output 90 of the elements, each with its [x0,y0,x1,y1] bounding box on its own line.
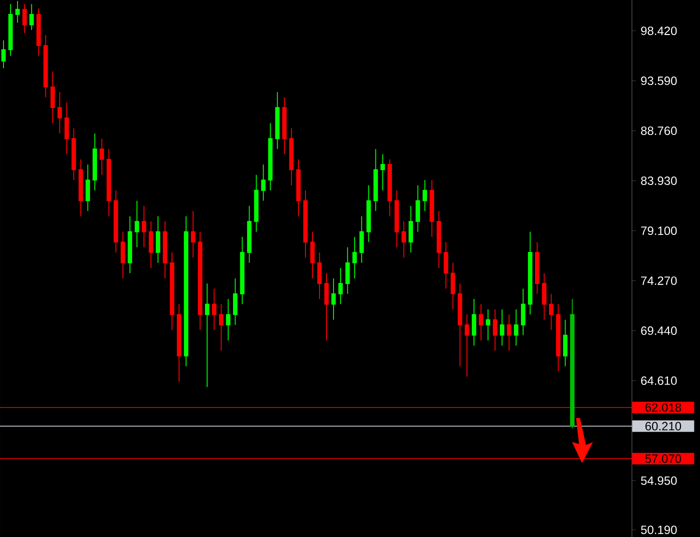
candlestick [317,252,322,300]
candlestick [486,308,490,341]
candlestick [450,262,456,310]
candlestick [134,200,140,248]
candlestick [289,128,294,186]
candlestick [506,314,512,352]
candlestick [100,138,104,176]
candlestick [50,70,55,124]
candlestick [570,298,575,429]
candlestick [72,128,76,180]
y-tick-label: 93.590 [641,76,677,86]
candlestick [373,148,378,212]
candlestick [57,92,62,134]
candlestick [43,34,48,98]
y-tick-label: 88.760 [641,126,677,136]
candlestick [563,319,568,367]
candlestick [542,272,546,320]
candlestick [556,304,560,372]
candlestick [422,180,428,212]
candlestick [15,0,20,24]
candlestick [247,205,252,264]
candlestick [359,216,364,264]
candlestick [296,158,301,217]
candlestick [261,164,266,202]
candlestick [212,288,216,330]
y-tick-label: 50.190 [641,526,677,534]
candlestick [303,190,308,258]
candlestick [352,236,357,279]
candlestick [142,205,146,248]
candlestick [514,308,518,346]
candlestick [64,102,69,155]
candlestick [114,190,118,253]
candlestick [275,92,280,150]
y-tick-label: 79.100 [641,226,677,235]
candlestick [436,210,442,268]
candlestick [394,190,399,248]
candlestick [198,231,202,330]
candlestick [184,216,188,367]
y-tick-label: 74.270 [641,276,677,285]
y-tick-label: 83.930 [641,176,677,185]
candlestick [106,148,112,217]
candlestick [324,272,329,341]
candlestick [204,283,210,388]
ref-line-label: 62.018 [645,403,682,412]
candlestick [464,314,470,378]
candlestick [176,304,182,382]
ref-line-label: 57.070 [645,454,682,463]
candlestick [444,242,448,290]
candlestick [492,308,498,352]
candlestick [520,288,526,336]
candlestick [408,205,414,253]
candlestick [29,4,34,30]
candlestick [478,304,484,341]
candlestick [268,122,273,191]
candlestick [78,158,83,217]
candlestick [190,210,196,258]
candlestick [310,231,315,279]
ref-line-label: 60.210 [645,422,682,430]
candlestick [430,180,434,238]
candlestick [528,231,532,315]
candlestick [338,268,343,305]
candlestick [500,308,504,346]
candlestick [156,216,160,264]
candlestick [254,174,259,232]
candlestick [120,231,126,279]
candlestick [36,8,41,56]
candlestick [128,216,132,274]
y-tick-label: 64.610 [641,376,677,385]
candlestick [86,164,90,212]
candlestick [170,252,174,330]
candlestick [472,298,476,346]
candlestick [366,184,371,243]
y-tick-label: 54.950 [641,476,677,485]
candlestick [282,96,287,155]
candlestick [416,184,420,232]
candlestick [162,220,168,279]
candlestick [148,220,154,268]
candlestick [1,40,6,69]
candlestick [534,242,540,294]
candlestick [233,278,238,326]
candlestick [8,4,13,56]
candlestick [458,283,462,367]
candlestick [240,236,244,305]
y-tick-label: 69.440 [641,326,677,335]
candlestick [22,4,27,34]
y-tick-label: 98.420 [641,26,677,36]
candlestick [331,278,336,320]
candlestick [388,158,392,217]
candlestick [92,133,98,191]
candlestick [345,246,350,294]
